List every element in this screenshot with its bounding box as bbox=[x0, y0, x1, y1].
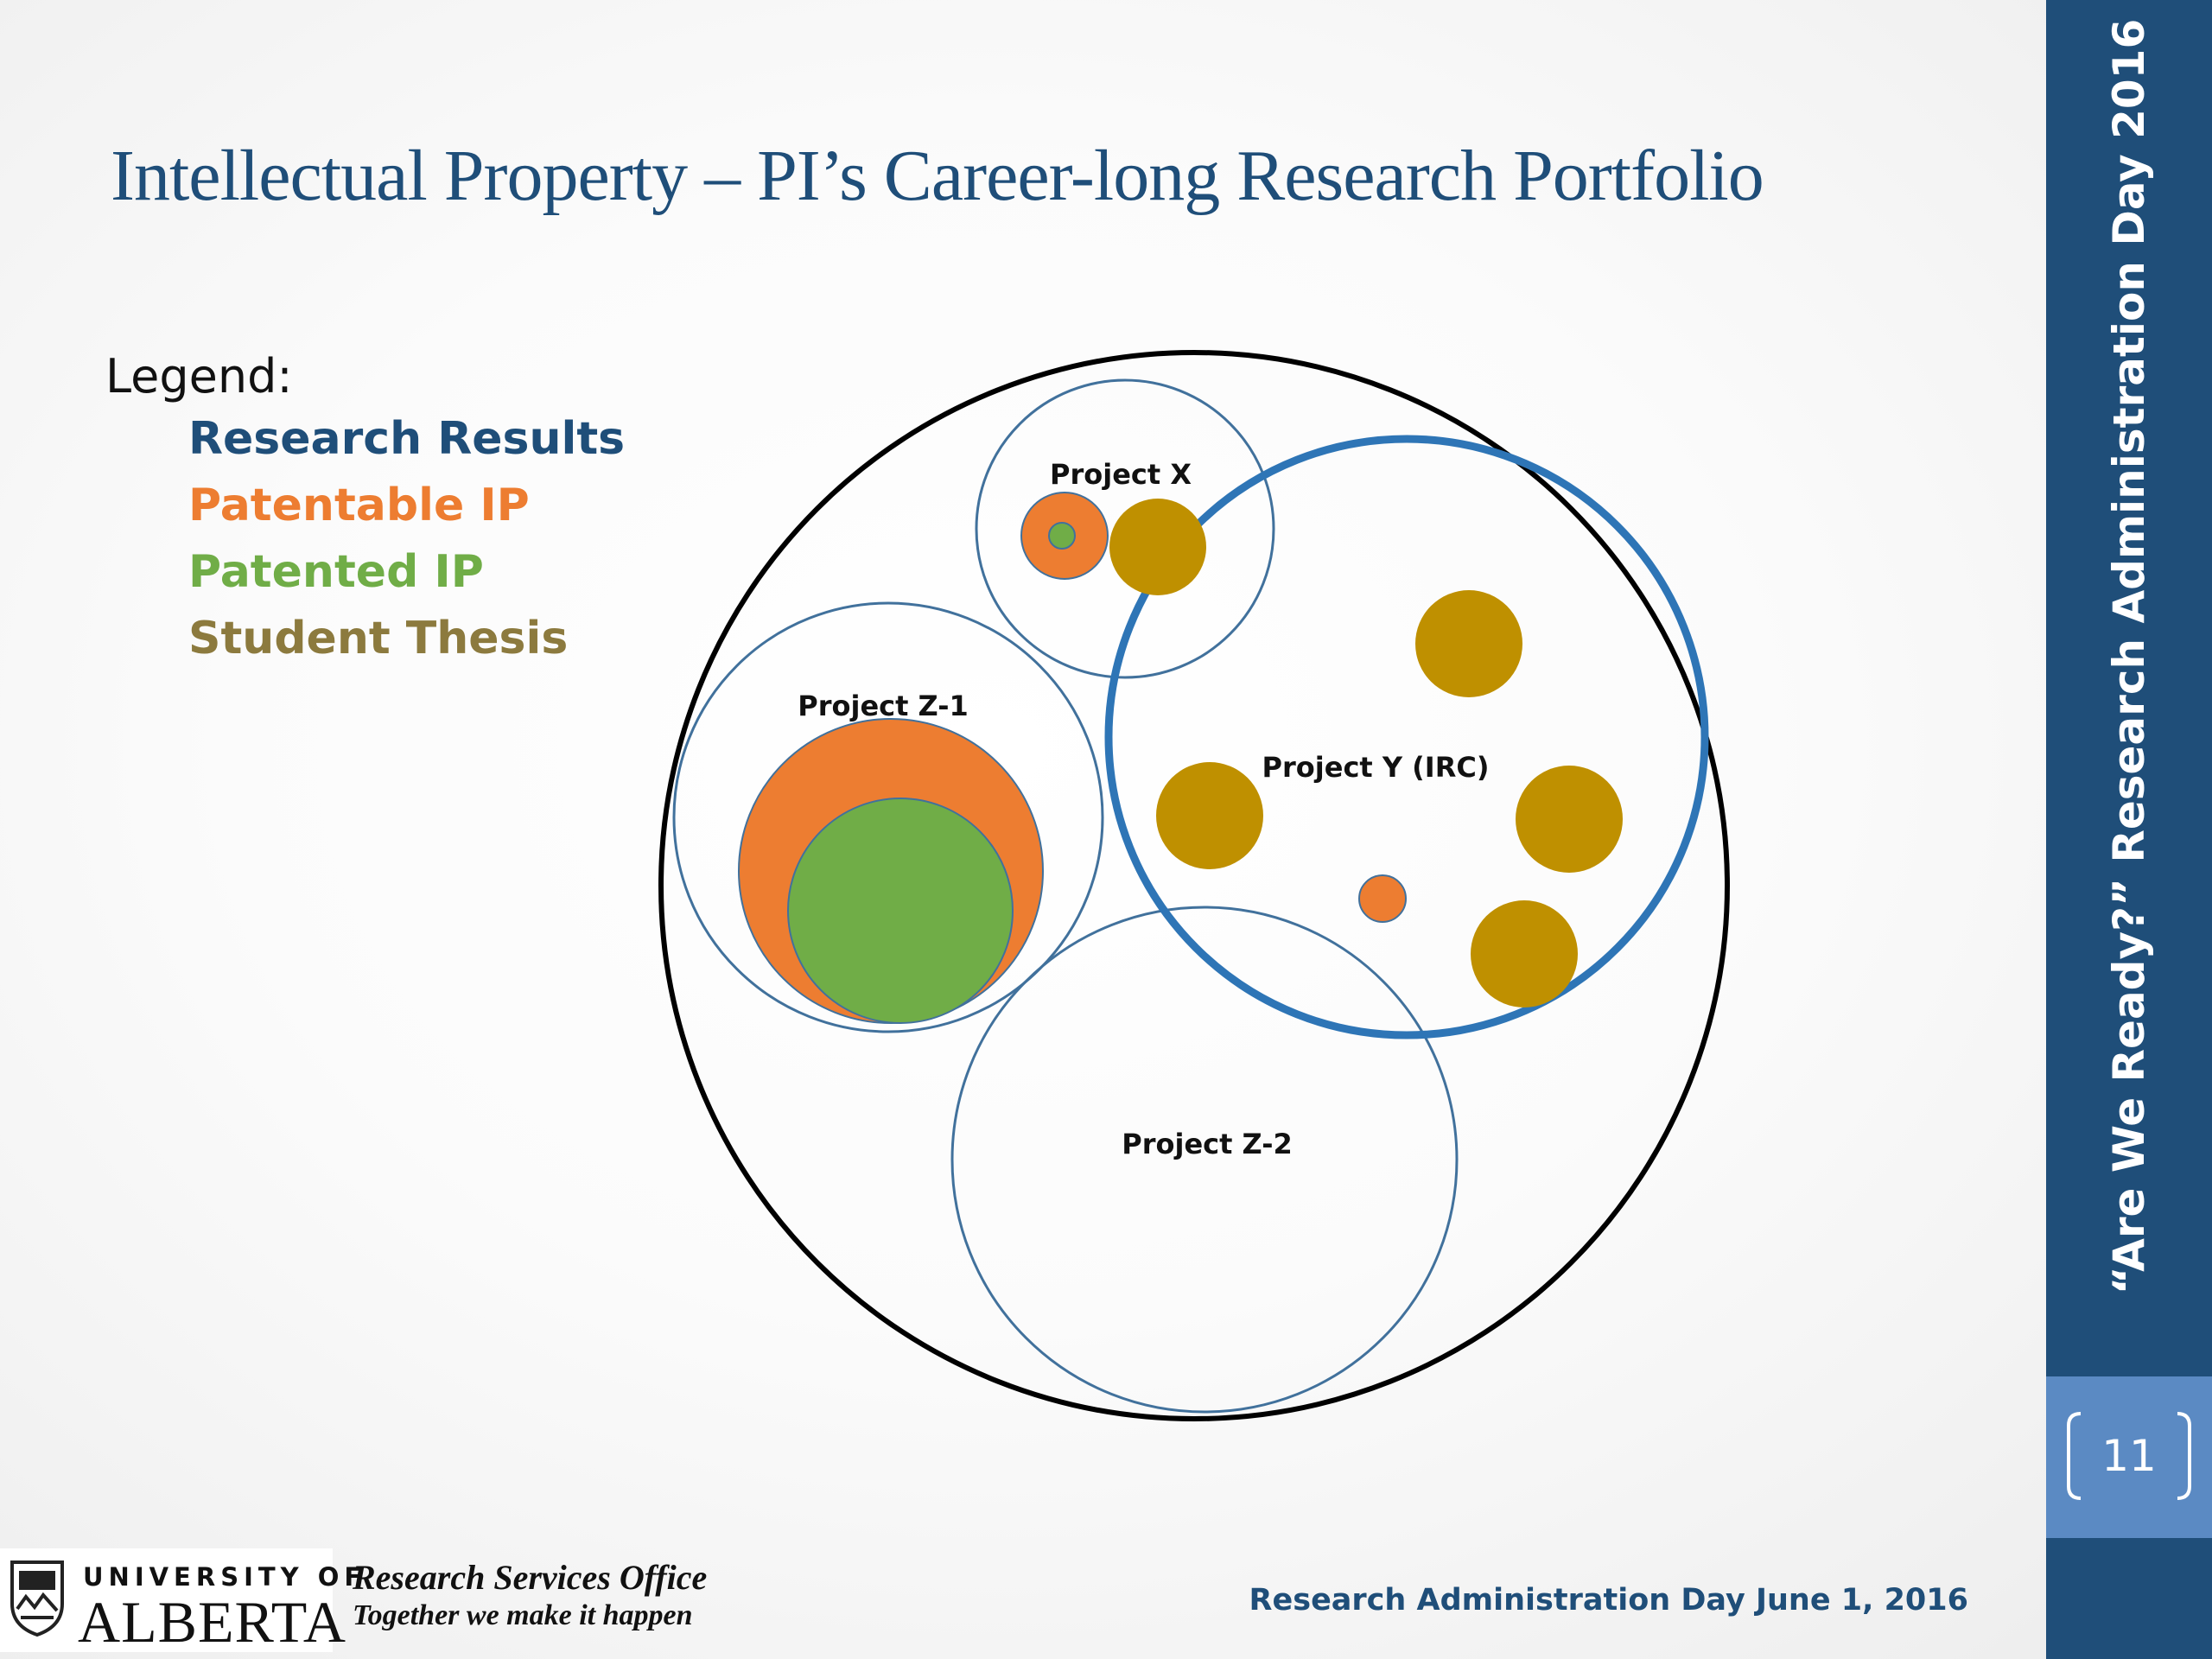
event-date: Research Administration Day June 1, 2016 bbox=[1249, 1583, 1968, 1618]
university-name-small: UNIVERSITY OF bbox=[83, 1562, 367, 1592]
office-name: Research Services Office bbox=[353, 1558, 708, 1597]
page-number-brackets bbox=[2067, 1412, 2191, 1500]
label-project-y: Project Y (IRC) bbox=[1262, 751, 1490, 784]
portfolio-circle bbox=[658, 350, 1730, 1421]
legend-heading: Legend: bbox=[105, 349, 293, 404]
crest-icon bbox=[10, 1560, 64, 1637]
legend-item-research-results: Research Results bbox=[188, 413, 626, 465]
project-x-circle bbox=[975, 378, 1275, 679]
patentable-ip-y bbox=[1358, 874, 1407, 923]
slide-title: Intellectual Property – PI’s Career-long… bbox=[111, 136, 1764, 216]
sidebar-footer-band bbox=[2046, 1538, 2212, 1659]
project-z2-circle bbox=[950, 906, 1459, 1414]
student-thesis-y-4 bbox=[1471, 900, 1578, 1007]
legend-item-student-thesis: Student Thesis bbox=[188, 613, 569, 664]
project-y-circle bbox=[1104, 435, 1709, 1039]
student-thesis-y-1 bbox=[1415, 590, 1522, 697]
student-thesis-y-2 bbox=[1156, 762, 1263, 869]
patented-ip-z1 bbox=[787, 798, 1014, 1024]
page-number: 11 bbox=[2101, 1431, 2157, 1481]
tagline: Together we make it happen bbox=[353, 1599, 693, 1631]
page-number-panel bbox=[2046, 1376, 2212, 1538]
legend-item-patented-ip: Patented IP bbox=[188, 546, 484, 598]
student-thesis-y-3 bbox=[1516, 766, 1623, 873]
label-project-z2: Project Z-2 bbox=[1122, 1128, 1292, 1160]
student-thesis-x bbox=[1109, 499, 1206, 595]
patented-ip-x bbox=[1048, 522, 1076, 550]
legend-item-patentable-ip: Patentable IP bbox=[188, 480, 530, 531]
label-project-x: Project X bbox=[1050, 458, 1192, 491]
project-z1-circle bbox=[672, 601, 1104, 1033]
label-project-z1: Project Z-1 bbox=[798, 690, 968, 722]
university-logo bbox=[0, 1548, 333, 1652]
university-name: ALBERTA bbox=[78, 1589, 347, 1655]
